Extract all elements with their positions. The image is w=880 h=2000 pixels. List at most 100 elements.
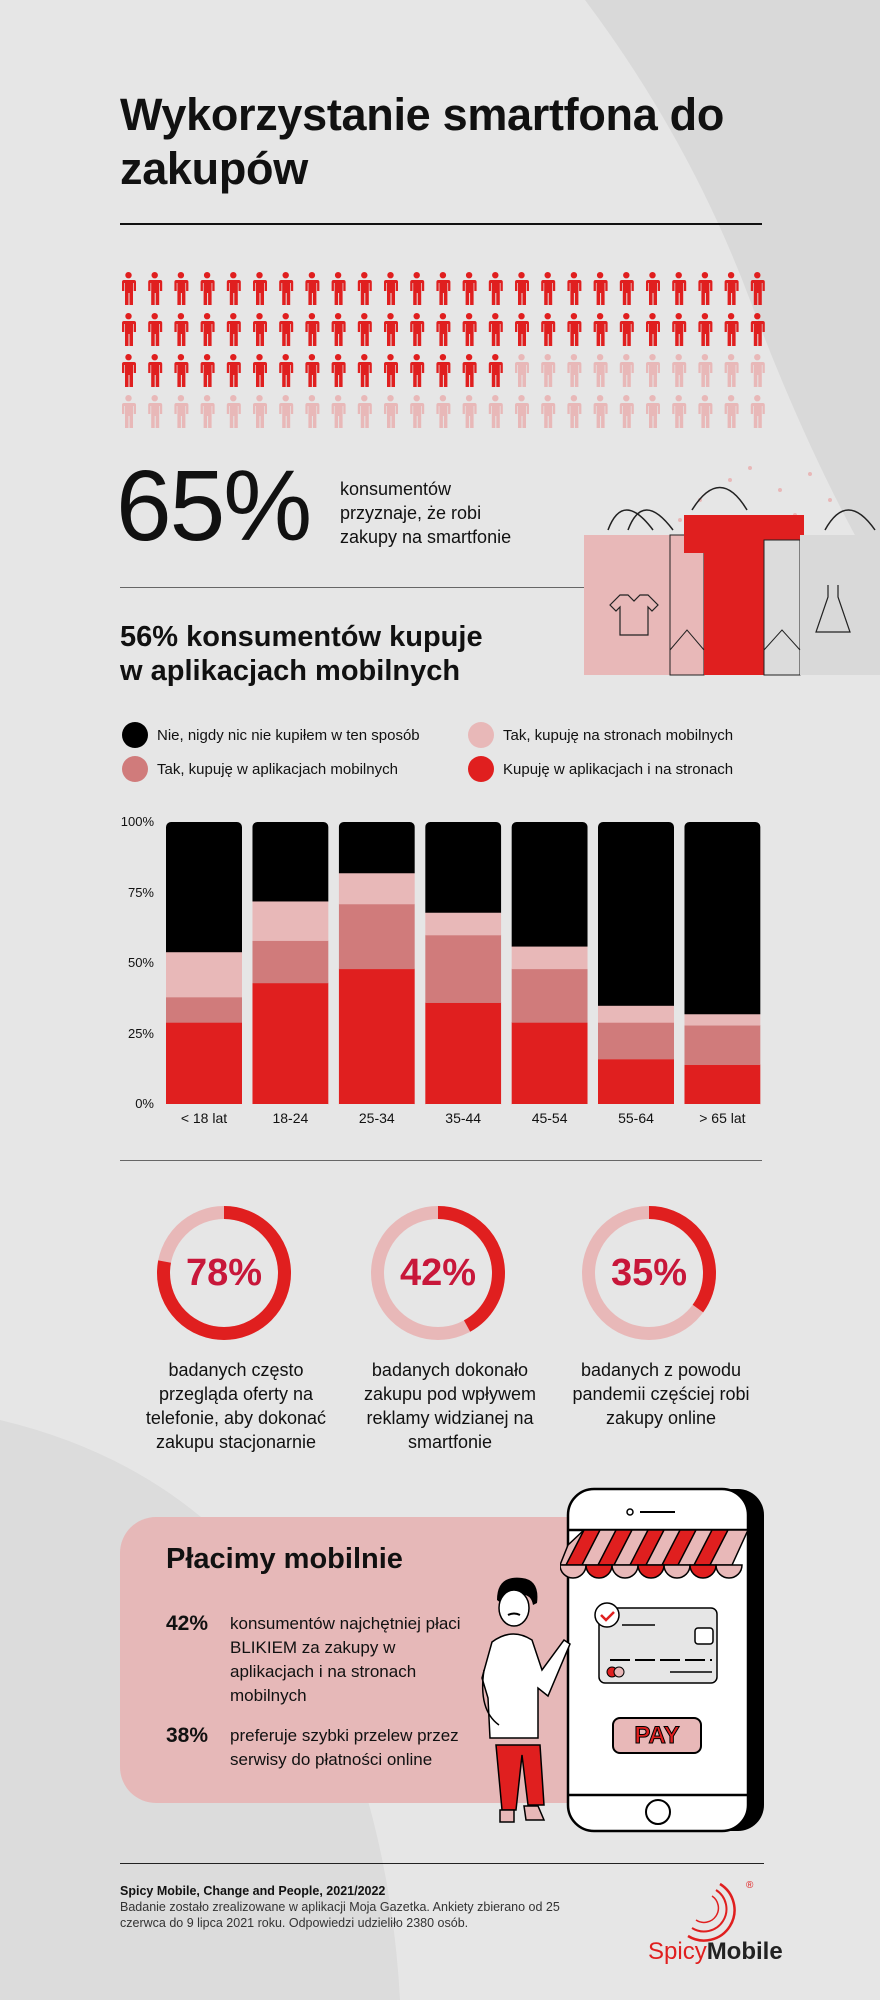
person-icon bbox=[200, 395, 215, 428]
person-icon bbox=[515, 395, 529, 428]
person-icon bbox=[567, 395, 582, 428]
legend-dot bbox=[122, 756, 148, 782]
bar-segment bbox=[425, 912, 502, 936]
person-icon bbox=[384, 313, 398, 346]
bar-base-mask bbox=[684, 1104, 761, 1114]
bar-segment bbox=[511, 1022, 588, 1105]
person-icon bbox=[122, 354, 136, 387]
bar-base-mask bbox=[166, 1104, 242, 1114]
person-icon bbox=[148, 313, 163, 346]
bar-segment bbox=[252, 982, 329, 1105]
bar-segment bbox=[598, 822, 674, 1006]
person-icon bbox=[410, 313, 425, 346]
stat-main-text: konsumentów przyznaje, że robi zakupy na… bbox=[340, 477, 511, 549]
person-icon bbox=[384, 272, 398, 305]
person-icon bbox=[122, 395, 136, 428]
person-icon bbox=[672, 272, 687, 305]
bar-segment bbox=[511, 946, 588, 970]
person-icon bbox=[122, 313, 136, 346]
legend-item-web: Tak, kupuję na stronach mobilnych bbox=[468, 722, 733, 748]
person-icon bbox=[226, 272, 241, 305]
donut-caption: badanych dokonało zakupu pod wpływem rek… bbox=[363, 1360, 537, 1452]
person-icon bbox=[148, 354, 163, 387]
bar-stack bbox=[338, 822, 415, 1114]
person-icon bbox=[253, 313, 267, 346]
bar-segment bbox=[598, 1005, 674, 1023]
person-icon bbox=[305, 395, 320, 428]
person-icon bbox=[750, 395, 765, 428]
person-icon bbox=[462, 313, 477, 346]
background-shape bbox=[585, 0, 880, 580]
person-icon bbox=[750, 272, 765, 305]
person-icon bbox=[331, 354, 346, 387]
donut-value-arc bbox=[582, 1206, 716, 1340]
legend-dot bbox=[468, 756, 494, 782]
person-icon bbox=[331, 272, 346, 305]
person-icon bbox=[122, 272, 136, 305]
donut-chart: 78% bbox=[154, 1203, 294, 1343]
person-icon bbox=[436, 313, 451, 346]
bar-base-mask bbox=[252, 1104, 329, 1114]
person-icon bbox=[305, 272, 320, 305]
person-icon bbox=[436, 354, 451, 387]
person-icon bbox=[646, 272, 660, 305]
person-icon bbox=[200, 272, 215, 305]
bar-segment bbox=[338, 903, 415, 970]
person-icon bbox=[724, 272, 739, 305]
bar-segment bbox=[425, 822, 502, 913]
chart-plot bbox=[166, 822, 761, 1114]
person-icon bbox=[672, 395, 687, 428]
payment-stat: 38% preferuje szybki przelew przez serwi… bbox=[166, 1724, 480, 1772]
person-icon bbox=[724, 354, 739, 387]
person-icon bbox=[567, 272, 582, 305]
phone-illustration bbox=[560, 1487, 764, 1833]
divider bbox=[120, 1160, 762, 1161]
bar-stack bbox=[166, 822, 242, 1114]
logo-text: Mobile bbox=[706, 1938, 783, 1965]
y-tick-label: 0% bbox=[135, 1096, 154, 1111]
stat-line: zakupy na smartfonie bbox=[340, 527, 512, 547]
person-icon bbox=[515, 272, 529, 305]
donut-percent: 42% bbox=[399, 1252, 477, 1294]
person-icon bbox=[619, 313, 634, 346]
person-icon bbox=[200, 354, 215, 387]
bar-segment bbox=[166, 951, 242, 998]
awning-icon bbox=[560, 1529, 750, 1579]
bar-segment bbox=[684, 1064, 761, 1105]
bar-segment bbox=[598, 1022, 674, 1060]
legend-label: Nie, nigdy nic nie kupiłem w ten sposób bbox=[157, 726, 420, 744]
person-icon bbox=[593, 313, 608, 346]
legend-dot bbox=[468, 722, 494, 748]
payment-pct: 38% bbox=[166, 1724, 209, 1747]
bar-segment bbox=[425, 934, 502, 1003]
person-icon bbox=[384, 354, 398, 387]
x-tick-label: 45-54 bbox=[531, 1110, 568, 1126]
spicymobile-logo-mark-icon bbox=[687, 1882, 736, 1942]
person-icon bbox=[462, 354, 477, 387]
donut-value-arc bbox=[371, 1206, 505, 1340]
person-icon bbox=[698, 395, 713, 428]
person-icon bbox=[593, 354, 608, 387]
person-icon bbox=[619, 395, 634, 428]
person-icon bbox=[200, 313, 215, 346]
bar-base-mask bbox=[598, 1104, 674, 1114]
bar-segment bbox=[252, 900, 329, 941]
person-icon bbox=[541, 395, 556, 428]
person-icon bbox=[226, 395, 241, 428]
person-icon bbox=[174, 354, 189, 387]
person-icon bbox=[515, 354, 529, 387]
pay-button: PAY bbox=[634, 1722, 680, 1750]
person-icon bbox=[410, 272, 425, 305]
payment-text: preferuje szybki przelew przez serwisy d… bbox=[230, 1726, 459, 1769]
bar-base-mask bbox=[338, 1104, 415, 1114]
x-tick-label: < 18 lat bbox=[180, 1110, 228, 1126]
x-tick-label: 18-24 bbox=[272, 1110, 309, 1126]
person-icon bbox=[331, 313, 346, 346]
x-tick-label: 55-64 bbox=[618, 1110, 654, 1126]
stat-main-value: 65% bbox=[116, 450, 312, 562]
footer-source: Spicy Mobile, Change and People, 2021/20… bbox=[120, 1884, 386, 1898]
people-grid bbox=[122, 272, 765, 428]
person-icon bbox=[646, 354, 660, 387]
person-icon bbox=[488, 313, 503, 346]
legend-item-both: Kupuję w aplikacjach i na stronach bbox=[468, 756, 733, 782]
